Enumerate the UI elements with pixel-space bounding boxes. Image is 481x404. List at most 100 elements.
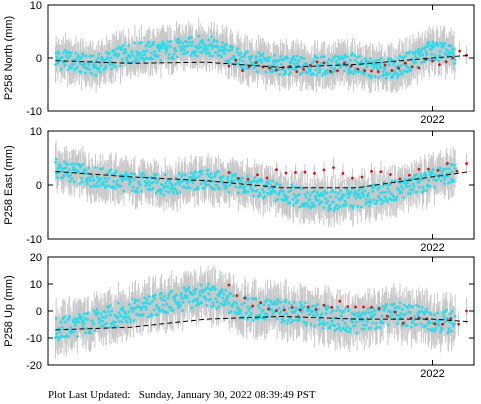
recent-data-point [341,172,345,175]
data-point [92,322,96,326]
data-point [54,63,57,66]
data-point [69,325,73,329]
data-point [309,322,313,326]
data-point [246,49,249,53]
recent-data-point [451,56,455,60]
data-point [314,73,318,77]
data-point [381,321,385,325]
data-point [417,181,421,184]
data-points [54,34,468,80]
data-point [408,311,412,314]
data-point [137,299,140,302]
data-point [217,305,220,309]
plot-footer: Plot Last Updated: Sunday, January 30, 2… [48,389,316,401]
data-point [410,325,413,329]
data-point [88,179,92,183]
data-point [124,47,127,51]
recent-data-point [338,299,342,303]
data-point [284,298,288,302]
data-point [130,306,134,310]
data-point [453,163,456,167]
data-point [409,68,413,72]
data-point [264,300,268,304]
data-point [437,176,441,180]
data-point [291,57,295,61]
data-point [396,322,400,325]
data-point [398,306,401,310]
data-point [360,187,364,191]
data-point [441,172,444,176]
recent-data-point [360,175,364,179]
data-point [323,55,327,59]
data-point [423,45,427,49]
data-point [398,188,401,192]
data-point [213,175,217,178]
data-point [453,314,457,318]
data-point [183,52,187,55]
data-point [390,192,393,196]
data-point [453,167,457,170]
data-point [115,179,119,183]
data-point [147,184,151,188]
data-point [119,64,122,68]
recent-data-point [237,176,240,180]
data-point [352,204,355,208]
data-point [333,324,337,327]
data-point [258,306,261,310]
data-point [292,319,295,322]
data-point [242,55,246,58]
data-point [244,180,248,184]
data-point [134,59,137,63]
data-point [197,34,201,38]
data-point [211,301,215,305]
data-point [212,180,215,183]
data-point [298,205,302,209]
recent-data-point [349,64,353,68]
data-point [56,61,60,65]
data-point [119,184,123,188]
data-point [265,59,268,63]
data-point [443,310,447,314]
data-point [135,190,139,194]
data-point [361,319,365,322]
data-point [373,312,377,316]
data-point [312,189,316,193]
data-point [362,327,366,331]
data-point [240,302,244,306]
recent-data-point [314,307,318,311]
recent-data-point [275,68,278,72]
data-point [231,45,234,49]
data-point [131,189,134,193]
data-point [213,287,217,291]
data-point [127,310,131,314]
data-point [372,198,376,202]
data-point [431,40,435,44]
data-point [380,314,384,318]
data-point [219,45,223,48]
y-tick-label: -20 [26,360,42,372]
data-point [123,315,127,319]
data-point [422,60,426,64]
data-point [95,181,99,185]
data-point [149,181,153,185]
data-point [267,179,271,183]
recent-data-point [356,67,360,71]
data-point [241,191,245,194]
recent-data-point [346,305,350,309]
data-point [246,305,249,309]
data-point [206,282,210,286]
data-point [298,317,301,320]
data-point [186,288,190,291]
data-point [130,50,134,54]
data-point [357,188,361,192]
data-point [287,301,291,305]
data-point [453,61,456,65]
data-point [120,314,123,318]
data-point [68,180,72,183]
data-point [446,174,450,178]
data-point [422,312,426,316]
data-point [452,179,456,183]
data-point [445,316,449,320]
recent-data-point [322,61,326,65]
data-point [296,307,300,311]
